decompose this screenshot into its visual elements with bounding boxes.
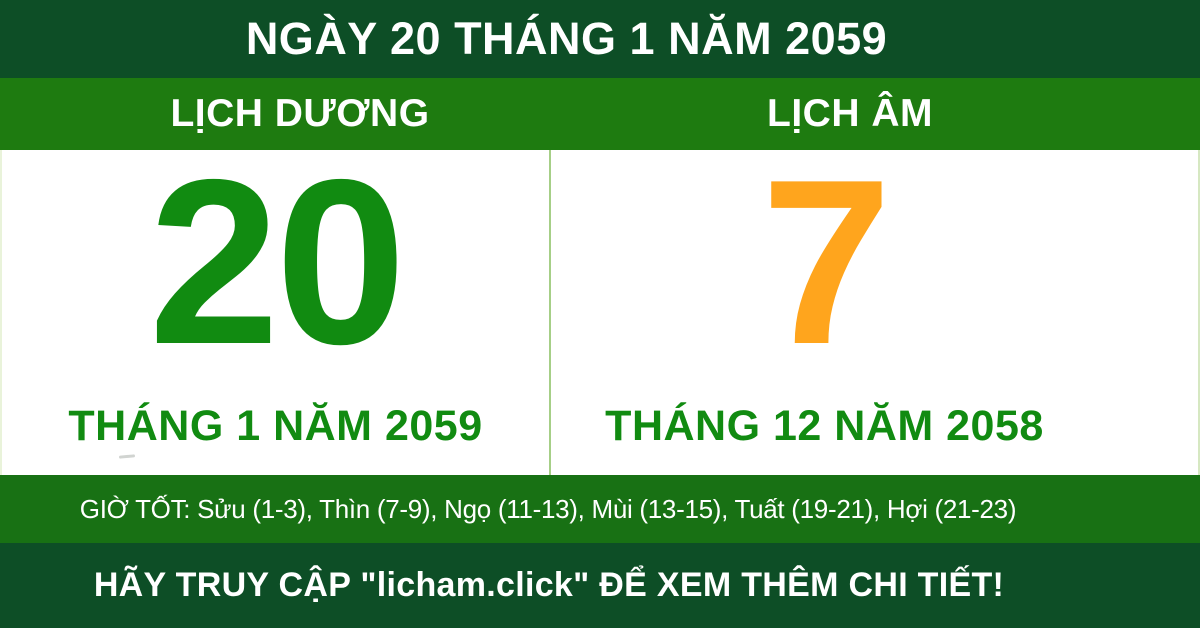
banner-title: NGÀY 20 THÁNG 1 NĂM 2059 [245,13,888,64]
good-hours-text: GIỜ TỐT: Sửu (1-3), Thìn (7-9), Ngọ (11-… [79,493,1017,524]
solar-column-header: LỊCH DƯƠNG [0,78,600,150]
lunar-month-year: THÁNG 12 NĂM 2058 [605,402,1044,450]
column-headers: LỊCH DƯƠNG LỊCH ÂM [0,78,1200,150]
lunar-panel: 7 THÁNG 12 NĂM 2058 [551,144,1198,475]
solar-panel: 20 THÁNG 1 NĂM 2059 [2,144,549,475]
footer-cta-text: HÃY TRUY CẬP "licham.click" ĐỂ XEM THÊM … [93,566,1005,604]
day-panels: 20 THÁNG 1 NĂM 2059 7 THÁNG 12 NĂM 2058 [0,144,1200,475]
solar-month-year: THÁNG 1 NĂM 2059 [68,402,483,450]
footer-cta-bar: HÃY TRUY CẬP "licham.click" ĐỂ XEM THÊM … [0,543,1200,628]
good-hours-bar: GIỜ TỐT: Sửu (1-3), Thìn (7-9), Ngọ (11-… [0,475,1200,543]
solar-header-label: LỊCH DƯƠNG [170,92,430,135]
lunar-header-label: LỊCH ÂM [767,92,933,135]
date-banner: NGÀY 20 THÁNG 1 NĂM 2059 [0,0,1200,78]
panel-divider [549,150,551,475]
solar-day-number: 20 [148,129,406,393]
lunar-column-header: LỊCH ÂM [600,78,1200,150]
lunar-day-number: 7 [761,129,892,393]
